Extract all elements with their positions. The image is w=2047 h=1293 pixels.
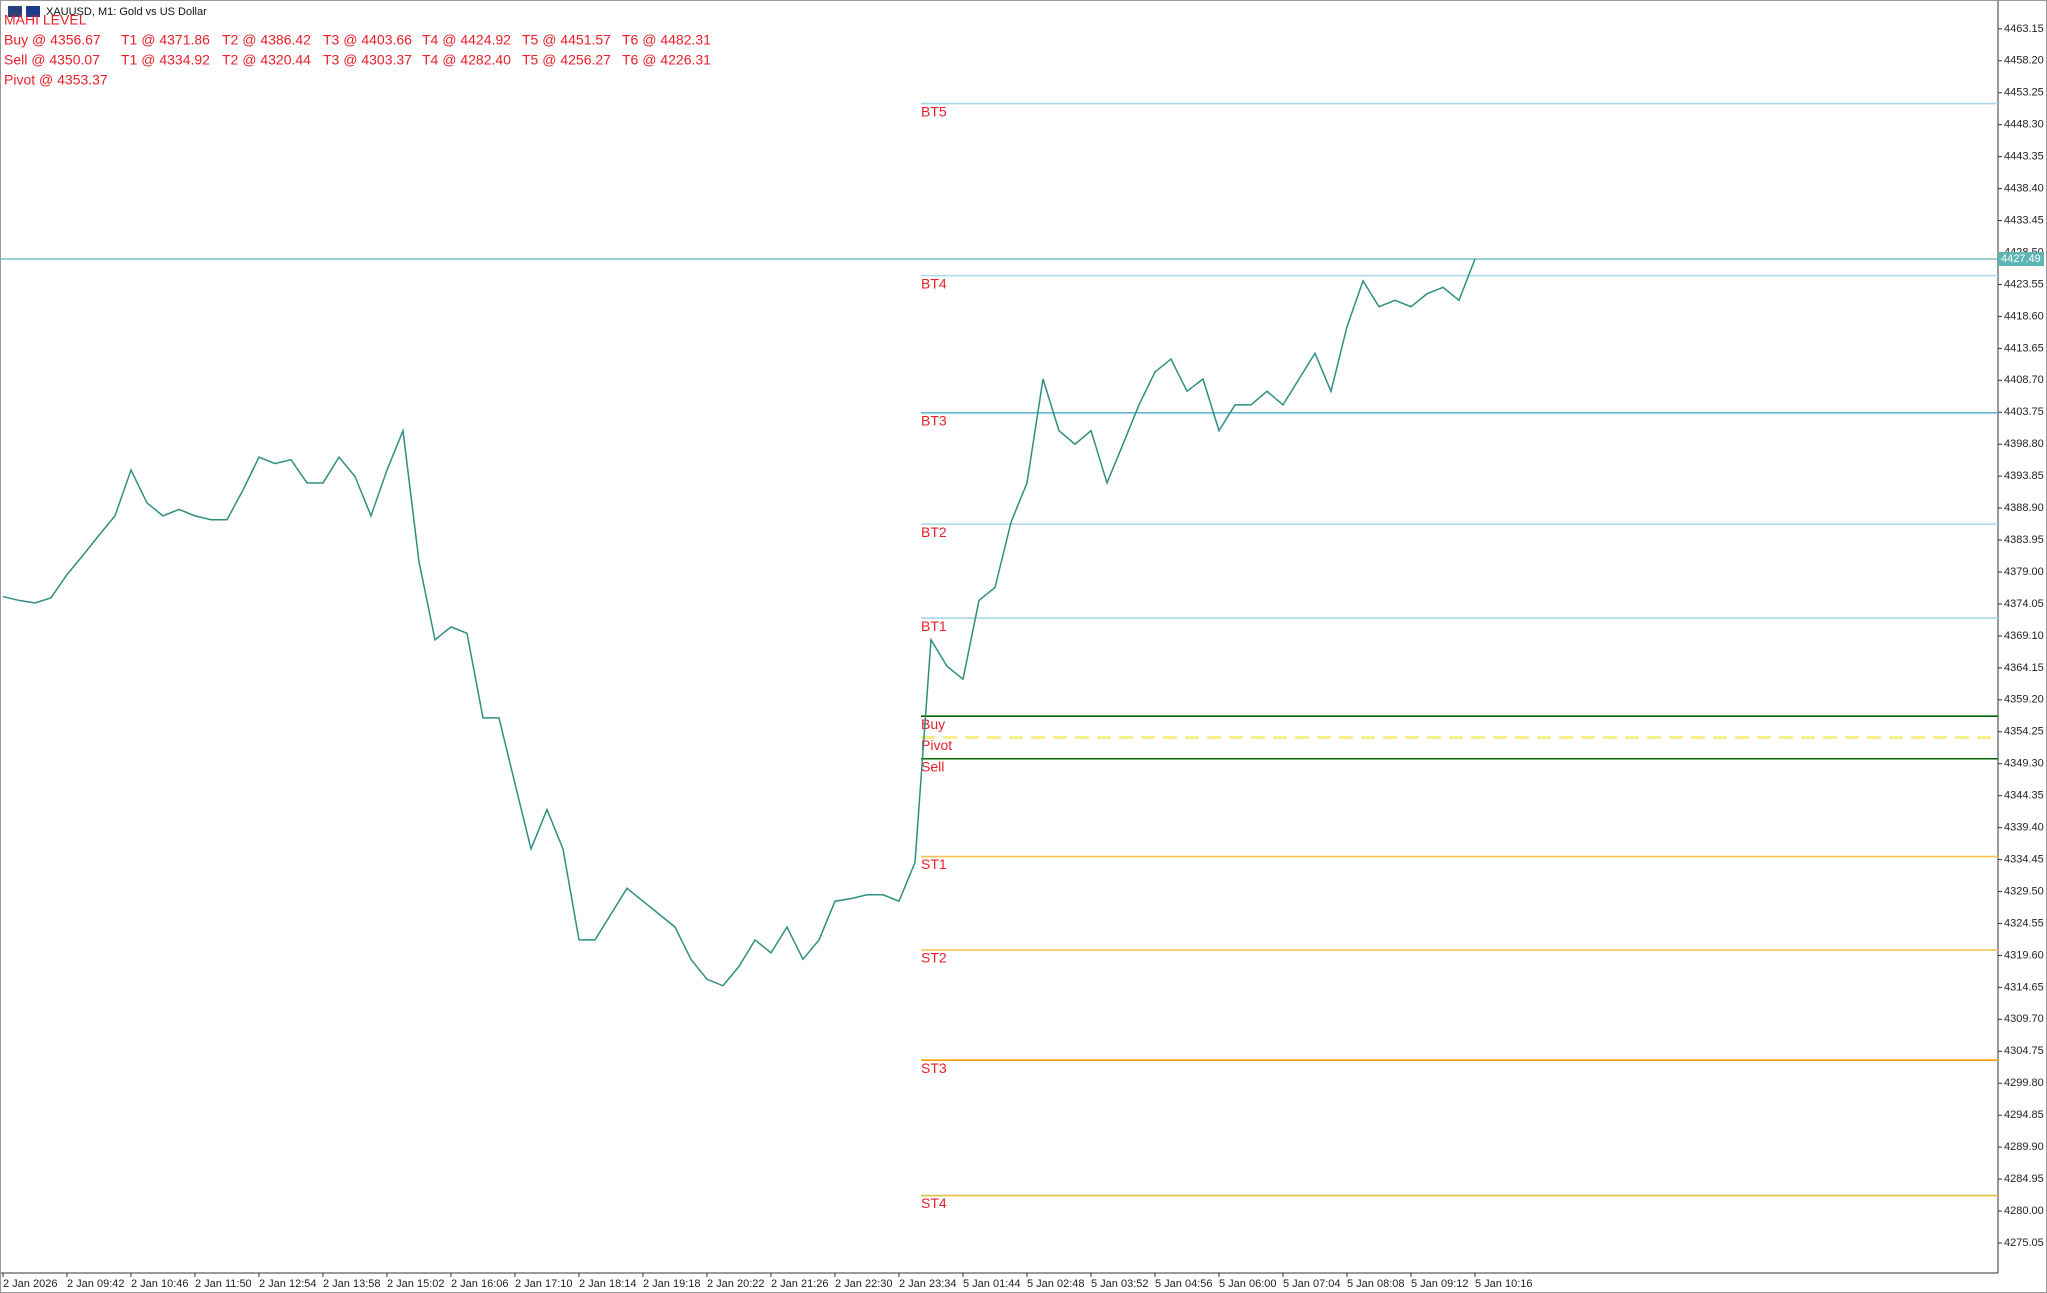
y-tick-label: 4299.80: [2004, 1077, 2044, 1089]
panel-text: T6 @ 4482.31: [622, 32, 711, 48]
x-tick-label: 2 Jan 09:42: [67, 1278, 125, 1290]
x-tick-label: 5 Jan 10:16: [1475, 1278, 1533, 1290]
panel-text: T3 @ 4303.37: [323, 52, 412, 68]
x-tick-label: 5 Jan 03:52: [1091, 1278, 1149, 1290]
level-label: ST4: [921, 1195, 947, 1211]
x-tick-label: 2 Jan 17:10: [515, 1278, 573, 1290]
y-tick-label: 4458.20: [2004, 55, 2044, 67]
flag-icon: [26, 6, 40, 17]
x-tick-label: 5 Jan 01:44: [963, 1278, 1021, 1290]
x-tick-label: 2 Jan 13:58: [323, 1278, 381, 1290]
x-tick-label: 2 Jan 18:14: [579, 1278, 637, 1290]
y-tick-label: 4379.00: [2004, 566, 2044, 578]
panel-text: Buy @ 4356.67: [4, 32, 101, 48]
panel-text: Sell @ 4350.07: [4, 52, 100, 68]
panel-text: T5 @ 4256.27: [522, 52, 611, 68]
y-tick-label: 4349.30: [2004, 758, 2044, 770]
level-label: BT3: [921, 413, 947, 429]
x-tick-label: 2 Jan 10:46: [131, 1278, 189, 1290]
price-line: [2, 258, 1476, 987]
x-tick-label: 2 Jan 19:18: [643, 1278, 701, 1290]
y-tick-label: 4364.15: [2004, 662, 2044, 674]
y-tick-label: 4443.35: [2004, 151, 2044, 163]
y-tick-label: 4289.90: [2004, 1141, 2044, 1153]
y-tick-label: 4403.75: [2004, 406, 2044, 418]
x-tick-label: 2 Jan 22:30: [835, 1278, 893, 1290]
x-tick-label: 2 Jan 16:06: [451, 1278, 509, 1290]
x-tick-label: 5 Jan 06:00: [1219, 1278, 1277, 1290]
y-tick-label: 4284.95: [2004, 1173, 2044, 1185]
panel-text: Pivot @ 4353.37: [4, 72, 108, 88]
level-label: BT1: [921, 618, 947, 634]
y-tick-label: 4448.30: [2004, 119, 2044, 131]
y-tick-label: 4354.25: [2004, 726, 2044, 738]
x-tick-label: 2 Jan 2026: [3, 1278, 57, 1290]
level-label: ST3: [921, 1060, 947, 1076]
level-label: Sell: [921, 758, 944, 774]
level-label: Pivot: [921, 737, 952, 753]
current-price-box: [1998, 252, 2044, 267]
x-tick-label: 2 Jan 11:50: [195, 1278, 252, 1290]
y-tick-label: 4374.05: [2004, 598, 2044, 610]
y-tick-label: 4275.05: [2004, 1237, 2044, 1249]
panel-text: T6 @ 4226.31: [622, 52, 711, 68]
x-tick-label: 5 Jan 04:56: [1155, 1278, 1213, 1290]
y-tick-label: 4334.45: [2004, 853, 2044, 865]
level-label: BT5: [921, 103, 947, 119]
level-label: ST1: [921, 856, 947, 872]
panel-text: T3 @ 4403.66: [323, 32, 412, 48]
x-tick-label: 5 Jan 02:48: [1027, 1278, 1085, 1290]
x-tick-label: 2 Jan 21:26: [771, 1278, 829, 1290]
panel-text: T2 @ 4386.42: [222, 32, 311, 48]
y-tick-label: 4413.65: [2004, 342, 2044, 354]
panel-text: T1 @ 4371.86: [121, 32, 210, 48]
x-tick-label: 5 Jan 07:04: [1283, 1278, 1341, 1290]
y-tick-label: 4280.00: [2004, 1205, 2044, 1217]
y-tick-label: 4329.50: [2004, 885, 2044, 897]
y-tick-label: 4369.10: [2004, 630, 2044, 642]
y-tick-label: 4314.65: [2004, 981, 2044, 993]
y-tick-label: 4453.25: [2004, 87, 2044, 99]
panel-title: MAHI LEVEL: [4, 12, 87, 28]
level-label: BT4: [921, 275, 947, 291]
y-tick-label: 4408.70: [2004, 374, 2044, 386]
x-tick-label: 5 Jan 09:12: [1411, 1278, 1469, 1290]
y-tick-label: 4423.55: [2004, 278, 2044, 290]
y-tick-label: 4344.35: [2004, 790, 2044, 802]
x-tick-label: 2 Jan 12:54: [259, 1278, 317, 1290]
y-tick-label: 4388.90: [2004, 502, 2044, 514]
panel-text: T5 @ 4451.57: [522, 32, 611, 48]
y-tick-label: 4339.40: [2004, 822, 2044, 834]
y-tick-label: 4294.85: [2004, 1109, 2044, 1121]
y-tick-label: 4359.20: [2004, 694, 2044, 706]
panel-text: T4 @ 4282.40: [422, 52, 511, 68]
y-tick-label: 4438.40: [2004, 183, 2044, 195]
y-tick-label: 4398.80: [2004, 438, 2044, 450]
y-tick-label: 4418.60: [2004, 310, 2044, 322]
current-price-label: 4427.49: [2001, 253, 2041, 265]
y-tick-label: 4304.75: [2004, 1045, 2044, 1057]
x-tick-label: 2 Jan 20:22: [707, 1278, 765, 1290]
y-tick-label: 4319.60: [2004, 949, 2044, 961]
panel-text: T1 @ 4334.92: [121, 52, 210, 68]
y-tick-label: 4393.85: [2004, 470, 2044, 482]
x-tick-label: 5 Jan 08:08: [1347, 1278, 1405, 1290]
y-tick-label: 4463.15: [2004, 23, 2044, 35]
panel-text: T2 @ 4320.44: [222, 52, 311, 68]
y-tick-label: 4433.45: [2004, 214, 2044, 226]
level-label: Buy: [921, 716, 945, 732]
level-label: ST2: [921, 950, 947, 966]
y-tick-label: 4309.70: [2004, 1013, 2044, 1025]
x-tick-label: 2 Jan 23:34: [899, 1278, 957, 1290]
panel-text: T4 @ 4424.92: [422, 32, 511, 48]
y-tick-label: 4324.55: [2004, 917, 2044, 929]
window-title: XAUUSD, M1: Gold vs US Dollar: [46, 6, 207, 18]
y-tick-label: 4383.95: [2004, 534, 2044, 546]
x-tick-label: 2 Jan 15:02: [387, 1278, 445, 1290]
flag-icon: [8, 6, 22, 17]
level-label: BT2: [921, 524, 947, 540]
